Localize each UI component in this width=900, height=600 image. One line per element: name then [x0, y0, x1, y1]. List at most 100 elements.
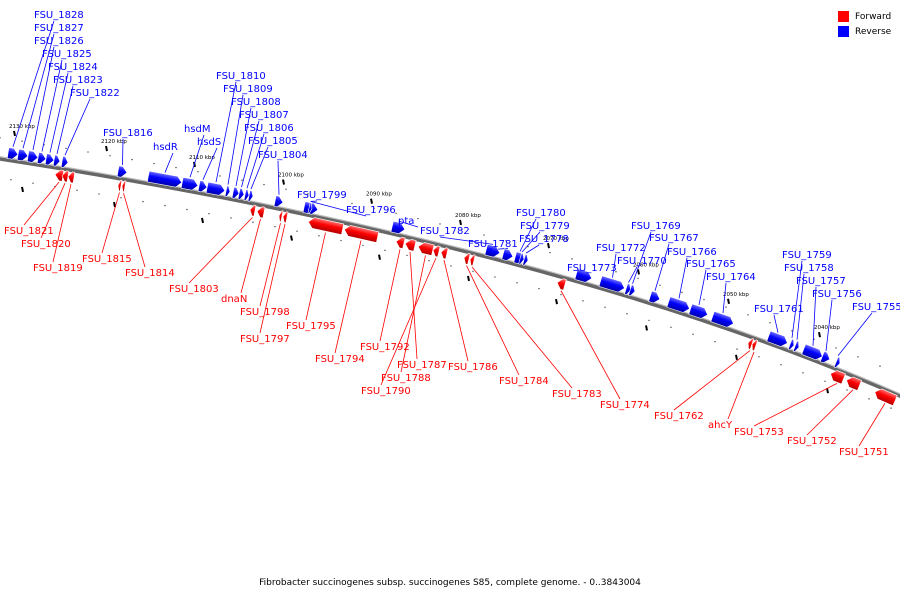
gene-label-fsu-1803[interactable]: FSU_1803: [169, 284, 219, 295]
gene-label-hsdm[interactable]: hsdM: [184, 124, 211, 135]
gene-label-fsu-1784[interactable]: FSU_1784: [499, 376, 549, 387]
gene-fsu-1782[interactable]: [484, 243, 501, 258]
gene-fsu-1752[interactable]: [844, 375, 862, 391]
gene-fsu-1778[interactable]: [522, 253, 530, 266]
gene-fsu-1804[interactable]: [273, 195, 284, 208]
gene-fsu-1810[interactable]: [205, 181, 226, 196]
gene-fsu-1758[interactable]: [792, 340, 801, 353]
gene-label-fsu-1751[interactable]: FSU_1751: [839, 447, 889, 458]
gene-label-fsu-1764[interactable]: FSU_1764: [706, 272, 756, 283]
gene-label-fsu-1807[interactable]: FSU_1807: [239, 110, 289, 121]
gene-label-ahcy[interactable]: ahcY: [708, 420, 733, 431]
gene-ahcy[interactable]: [750, 339, 759, 352]
gene-fsu-1806[interactable]: [243, 189, 250, 201]
gene-label-fsu-1826[interactable]: FSU_1826: [34, 36, 84, 47]
gene-label-fsu-1822[interactable]: FSU_1822: [70, 88, 120, 99]
gene-fsu-1796[interactable]: [307, 202, 313, 215]
gene-fsu-1790[interactable]: [432, 245, 441, 258]
gene-label-fsu-1816[interactable]: FSU_1816: [103, 128, 153, 139]
gene-label-fsu-1756[interactable]: FSU_1756: [812, 289, 862, 300]
gene-label-fsu-1761[interactable]: FSU_1761: [754, 304, 804, 315]
gene-fsu-1826[interactable]: [26, 150, 39, 163]
gene-fsu-1781[interactable]: [501, 248, 514, 262]
gene-label-fsu-1780[interactable]: FSU_1780: [516, 208, 566, 219]
gene-label-fsu-1765[interactable]: FSU_1765: [686, 259, 736, 270]
gene-fsu-1783[interactable]: [469, 254, 476, 267]
gene-fsu-1751[interactable]: [873, 387, 898, 407]
gene-fsu-1761[interactable]: [766, 330, 790, 348]
gene-label-fsu-1774[interactable]: FSU_1774: [600, 400, 650, 411]
gene-label-fsu-1783[interactable]: FSU_1783: [552, 389, 602, 400]
gene-label-fsu-1788[interactable]: FSU_1788: [381, 373, 431, 384]
gene-fsu-1766[interactable]: [666, 296, 691, 314]
gene-label-fsu-1809[interactable]: FSU_1809: [223, 84, 273, 95]
gene-label-dnan[interactable]: dnaN: [221, 294, 247, 305]
gene-fsu-1786[interactable]: [440, 247, 449, 260]
gene-label-fsu-1782[interactable]: FSU_1782: [420, 226, 470, 237]
gene-label-fsu-1790[interactable]: FSU_1790: [361, 386, 411, 397]
gene-label-fsu-1814[interactable]: FSU_1814: [125, 268, 175, 279]
gene-fsu-1827[interactable]: [16, 148, 29, 162]
gene-label-fsu-1753[interactable]: FSU_1753: [734, 427, 784, 438]
gene-label-fsu-1757[interactable]: FSU_1757: [796, 276, 846, 287]
gene-fsu-1792[interactable]: [395, 236, 406, 250]
gene-fsu-1753[interactable]: [828, 369, 846, 385]
gene-fsu-1822[interactable]: [60, 155, 69, 168]
gene-label-fsu-1824[interactable]: FSU_1824: [48, 62, 98, 73]
gene-fsu-1755[interactable]: [833, 356, 842, 369]
gene-fsu-1823[interactable]: [52, 154, 61, 167]
gene-fsu-1820[interactable]: [61, 170, 70, 183]
gene-label-fsu-1804[interactable]: FSU_1804: [258, 150, 308, 161]
gene-fsu-1807[interactable]: [237, 187, 245, 200]
gene-label-fsu-1767[interactable]: FSU_1767: [649, 233, 699, 244]
gene-label-fsu-1827[interactable]: FSU_1827: [34, 23, 84, 34]
gene-pta[interactable]: [390, 220, 406, 235]
gene-fsu-1824[interactable]: [44, 153, 55, 166]
gene-fsu-1803[interactable]: [249, 204, 257, 217]
gene-label-fsu-1819[interactable]: FSU_1819: [33, 263, 83, 274]
gene-label-fsu-1796[interactable]: FSU_1796: [346, 205, 396, 216]
gene-label-fsu-1755[interactable]: FSU_1755: [852, 302, 900, 313]
gene-label-fsu-1772[interactable]: FSU_1772: [596, 243, 646, 254]
gene-fsu-1767[interactable]: [648, 290, 662, 304]
gene-fsu-1816[interactable]: [116, 165, 128, 178]
gene-label-fsu-1821[interactable]: FSU_1821: [4, 226, 54, 237]
gene-label-fsu-1810[interactable]: FSU_1810: [216, 71, 266, 82]
gene-hsds[interactable]: [197, 180, 208, 193]
gene-fsu-1757[interactable]: [801, 343, 825, 361]
gene-fsu-1819[interactable]: [67, 171, 76, 184]
gene-label-fsu-1792[interactable]: FSU_1792: [360, 342, 410, 353]
gene-fsu-1773[interactable]: [574, 268, 593, 284]
gene-label-hsdr[interactable]: hsdR: [153, 142, 178, 153]
gene-fsu-1779[interactable]: [518, 252, 526, 265]
gene-fsu-1794[interactable]: [343, 224, 380, 243]
gene-label-fsu-1795[interactable]: FSU_1795: [286, 321, 336, 332]
gene-label-fsu-1773[interactable]: FSU_1773: [567, 263, 617, 274]
gene-label-fsu-1823[interactable]: FSU_1823: [53, 75, 103, 86]
gene-fsu-1759[interactable]: [787, 338, 796, 351]
gene-fsu-1772[interactable]: [598, 275, 626, 294]
gene-label-fsu-1820[interactable]: FSU_1820: [21, 239, 71, 250]
gene-fsu-1774[interactable]: [556, 277, 567, 291]
gene-label-hsds[interactable]: hsdS: [197, 137, 221, 148]
gene-label-fsu-1778[interactable]: FSU_1778: [519, 234, 569, 245]
gene-fsu-1814[interactable]: [121, 180, 127, 193]
gene-fsu-1815[interactable]: [117, 179, 123, 192]
gene-fsu-1770[interactable]: [624, 283, 633, 296]
gene-label-pta[interactable]: pta: [398, 216, 414, 227]
gene-label-fsu-1815[interactable]: FSU_1815: [82, 254, 132, 265]
gene-label-fsu-1786[interactable]: FSU_1786: [448, 362, 498, 373]
gene-fsu-1784[interactable]: [463, 253, 471, 265]
gene-label-fsu-1770[interactable]: FSU_1770: [617, 256, 667, 267]
gene-label-fsu-1752[interactable]: FSU_1752: [787, 436, 837, 447]
gene-fsu-1764[interactable]: [710, 310, 735, 329]
gene-fsu-1795[interactable]: [307, 216, 345, 236]
gene-hsdm[interactable]: [180, 176, 199, 191]
gene-label-fsu-1797[interactable]: FSU_1797: [240, 334, 290, 345]
gene-fsu-1756[interactable]: [819, 350, 831, 364]
gene-label-fsu-1794[interactable]: FSU_1794: [315, 354, 365, 365]
gene-label-fsu-1805[interactable]: FSU_1805: [248, 136, 298, 147]
gene-hsdr[interactable]: [146, 170, 183, 188]
gene-label-fsu-1759[interactable]: FSU_1759: [782, 250, 832, 261]
gene-label-fsu-1769[interactable]: FSU_1769: [631, 221, 681, 232]
